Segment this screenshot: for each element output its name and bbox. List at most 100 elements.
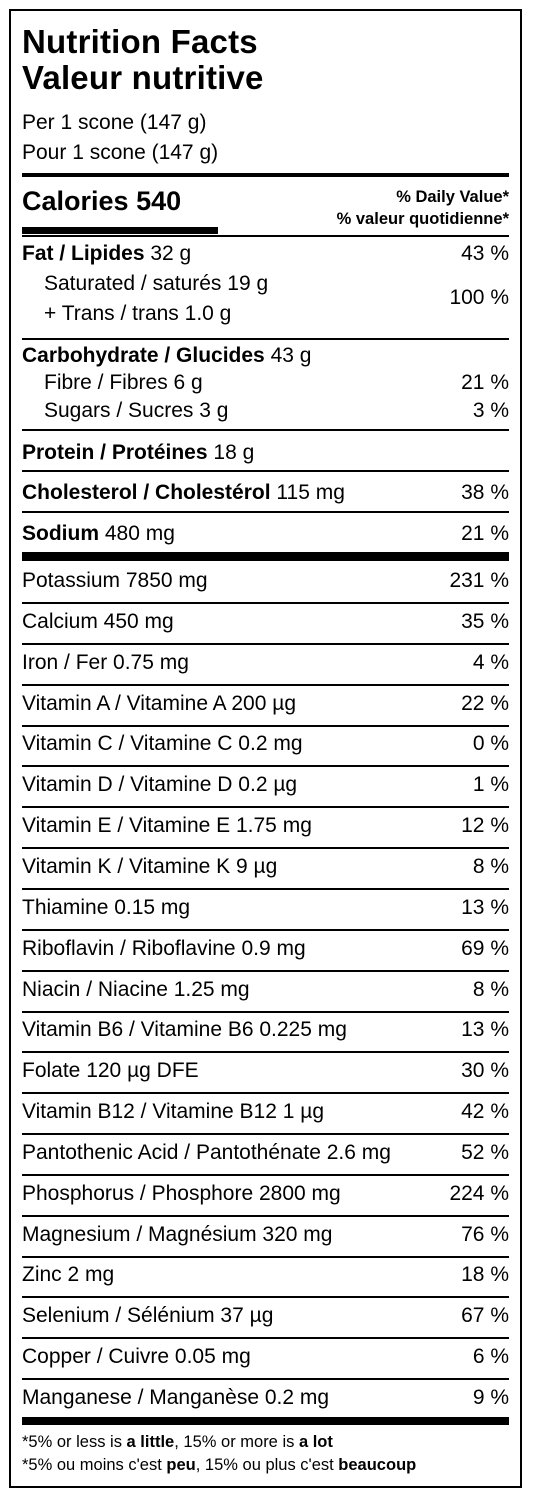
micronutrient-dv: 224 %	[449, 1181, 509, 1205]
title-en: Nutrition Facts	[22, 23, 258, 60]
micronutrient-dv: 52 %	[461, 1140, 509, 1164]
fibre-label: Fibre / Fibres 6 g	[44, 371, 203, 394]
cholesterol-label: Cholesterol / Cholestérol	[22, 481, 271, 504]
cholesterol-dv: 38 %	[461, 481, 509, 504]
micronutrient-label: Zinc 2 mg	[22, 1263, 115, 1287]
daily-value-en: % Daily Value*	[396, 188, 509, 206]
daily-value-fr: % valeur quotidienne*	[336, 210, 509, 228]
trans-label: + Trans / trans 1.0 g	[44, 302, 232, 325]
serving-fr: Pour 1 scone (147 g)	[22, 141, 219, 164]
rule	[22, 1051, 509, 1054]
micronutrient-row: Vitamin D / Vitamine D 0.2 µg 1 %	[22, 770, 509, 800]
rule	[22, 765, 509, 768]
sodium-dv: 21 %	[461, 522, 509, 545]
micronutrient-label: Pantothenic Acid / Pantothénate 2.6 mg	[22, 1140, 391, 1164]
rule	[22, 1378, 509, 1381]
protein-row: Protein / Protéines 18 g	[22, 438, 509, 468]
micronutrient-label: Vitamin B12 / Vitamine B12 1 µg	[22, 1100, 324, 1124]
micronutrient-dv: 22 %	[461, 691, 509, 715]
micronutrient-dv: 1 %	[472, 773, 509, 797]
micronutrient-row: Pantothenic Acid / Pantothénate 2.6 mg 52…	[22, 1138, 509, 1168]
rule	[22, 1214, 509, 1217]
sugars-dv: 3 %	[472, 399, 509, 422]
micronutrient-row: Zinc 2 mg 18 %	[22, 1260, 509, 1290]
micronutrient-row: Vitamin K / Vitamine K 9 µg 8 %	[22, 852, 509, 882]
micronutrient-dv: 42 %	[461, 1100, 509, 1124]
protein-amount: 18 g	[213, 441, 255, 464]
micronutrient-dv: 8 %	[472, 977, 509, 1001]
micronutrient-label: Niacin / Niacine 1.25 mg	[22, 977, 250, 1001]
rule	[22, 429, 509, 431]
micronutrient-label: Vitamin B6 / Vitamine B6 0.225 mg	[22, 1018, 347, 1042]
footnote-fr-text: , 15% ou plus c'est	[195, 1456, 339, 1474]
footnote-en-text: , 15% or more is	[174, 1433, 299, 1451]
micronutrient-dv: 76 %	[461, 1222, 509, 1246]
micronutrient-dv: 9 %	[472, 1386, 509, 1409]
fat-label: Fat / Lipides	[22, 242, 145, 265]
rule	[22, 1010, 509, 1013]
micronutrient-row: Vitamin C / Vitamine C 0.2 mg 0 %	[22, 729, 509, 759]
micronutrient-label: Potassium 7850 mg	[22, 569, 208, 592]
micronutrient-label: Vitamin A / Vitamine A 200 µg	[22, 691, 297, 715]
micronutrient-row: Manganese / Manganèse 0.2 mg 9 %	[22, 1383, 509, 1413]
micronutrient-row: Riboflavin / Riboflavine 0.9 mg 69 %	[22, 934, 509, 964]
micronutrient-row: Vitamin B6 / Vitamine B6 0.225 mg 13 %	[22, 1015, 509, 1045]
cholesterol-row: Cholesterol / Cholestérol 115 mg 38 %	[22, 478, 509, 508]
micronutrient-dv: 12 %	[461, 814, 509, 838]
micronutrient-row: Potassium 7850 mg 231 %	[22, 566, 509, 596]
daily-value-header: % Daily Value* % valeur quotidienne*	[337, 186, 509, 230]
rule	[22, 470, 509, 472]
saturated-label: Saturated / saturés 19 g	[44, 272, 269, 295]
micronutrient-label: Selenium / Sélénium 37 µg	[22, 1304, 274, 1328]
footnote-fr-text: *5% ou moins c'est	[22, 1456, 167, 1474]
micronutrient-row: Phosphorus / Phosphore 2800 mg 224 %	[22, 1179, 509, 1209]
fat-row: Fat / Lipides 32 g 43 %	[22, 239, 509, 269]
rule	[22, 1173, 509, 1176]
calories-line: Calories 540	[22, 184, 181, 218]
fat-dv: 43 %	[461, 242, 509, 265]
calories-value: 540	[136, 186, 182, 216]
calories-label: Calories	[22, 186, 129, 216]
micronutrient-row: Calcium 450 mg 35 %	[22, 607, 509, 637]
fat-amount: 32 g	[150, 242, 192, 265]
micronutrient-dv: 231 %	[449, 569, 509, 592]
sodium-row: Sodium 480 mg 21 %	[22, 519, 509, 549]
rule	[22, 642, 509, 645]
sodium-amount: 480 mg	[104, 522, 175, 545]
title-fr: Valeur nutritive	[22, 59, 264, 96]
micronutrient-label: Phosphorus / Phosphore 2800 mg	[22, 1181, 341, 1205]
carbohydrate-label: Carbohydrate / Glucides	[22, 344, 265, 367]
micronutrient-row: Thiamine 0.15 mg 13 %	[22, 893, 509, 923]
micronutrient-label: Thiamine 0.15 mg	[22, 895, 191, 919]
micronutrient-label: Copper / Cuivre 0.05 mg	[22, 1345, 251, 1369]
micronutrient-dv: 4 %	[472, 650, 509, 674]
micronutrient-label: Manganese / Manganèse 0.2 mg	[22, 1386, 330, 1409]
thick-rule-sodium	[22, 552, 509, 561]
trans-dv: 100 %	[449, 286, 509, 309]
micronutrient-label: Vitamin E / Vitamine E 1.75 mg	[22, 814, 312, 838]
micronutrient-row: Vitamin B12 / Vitamine B12 1 µg 42 %	[22, 1097, 509, 1127]
saturated-row: Saturated / saturés 19 g	[22, 269, 509, 299]
footnote-en: *5% or less is a little, 15% or more is …	[22, 1431, 509, 1453]
micronutrient-dv: 6 %	[472, 1345, 509, 1369]
micronutrient-label: Vitamin D / Vitamine D 0.2 µg	[22, 773, 298, 797]
micronutrient-dv: 13 %	[461, 895, 509, 919]
footnote-fr: *5% ou moins c'est peu, 15% ou plus c'es…	[22, 1454, 509, 1476]
micronutrient-label: Magnesium / Magnésium 320 mg	[22, 1222, 333, 1246]
micronutrient-label: Calcium 450 mg	[22, 609, 174, 633]
micronutrient-label: Folate 120 µg DFE	[22, 1059, 199, 1083]
micronutrient-row: Vitamin A / Vitamine A 200 µg 22 %	[22, 689, 509, 719]
rule	[22, 683, 509, 686]
rule	[22, 724, 509, 727]
saturated-trans-dv-row: 100 %	[22, 283, 509, 313]
micronutrient-dv: 69 %	[461, 936, 509, 960]
rule	[22, 887, 509, 890]
micronutrient-row: Magnesium / Magnésium 320 mg 76 %	[22, 1220, 509, 1250]
micronutrient-row: Iron / Fer 0.75 mg 4 %	[22, 648, 509, 678]
rule	[22, 511, 509, 513]
micronutrient-label: Riboflavin / Riboflavine 0.9 mg	[22, 936, 306, 960]
footnote-fr-lot: beaucoup	[338, 1456, 417, 1474]
rule	[22, 1337, 509, 1340]
serving-en: Per 1 scone (147 g)	[22, 111, 207, 134]
calories-underline	[22, 227, 218, 234]
